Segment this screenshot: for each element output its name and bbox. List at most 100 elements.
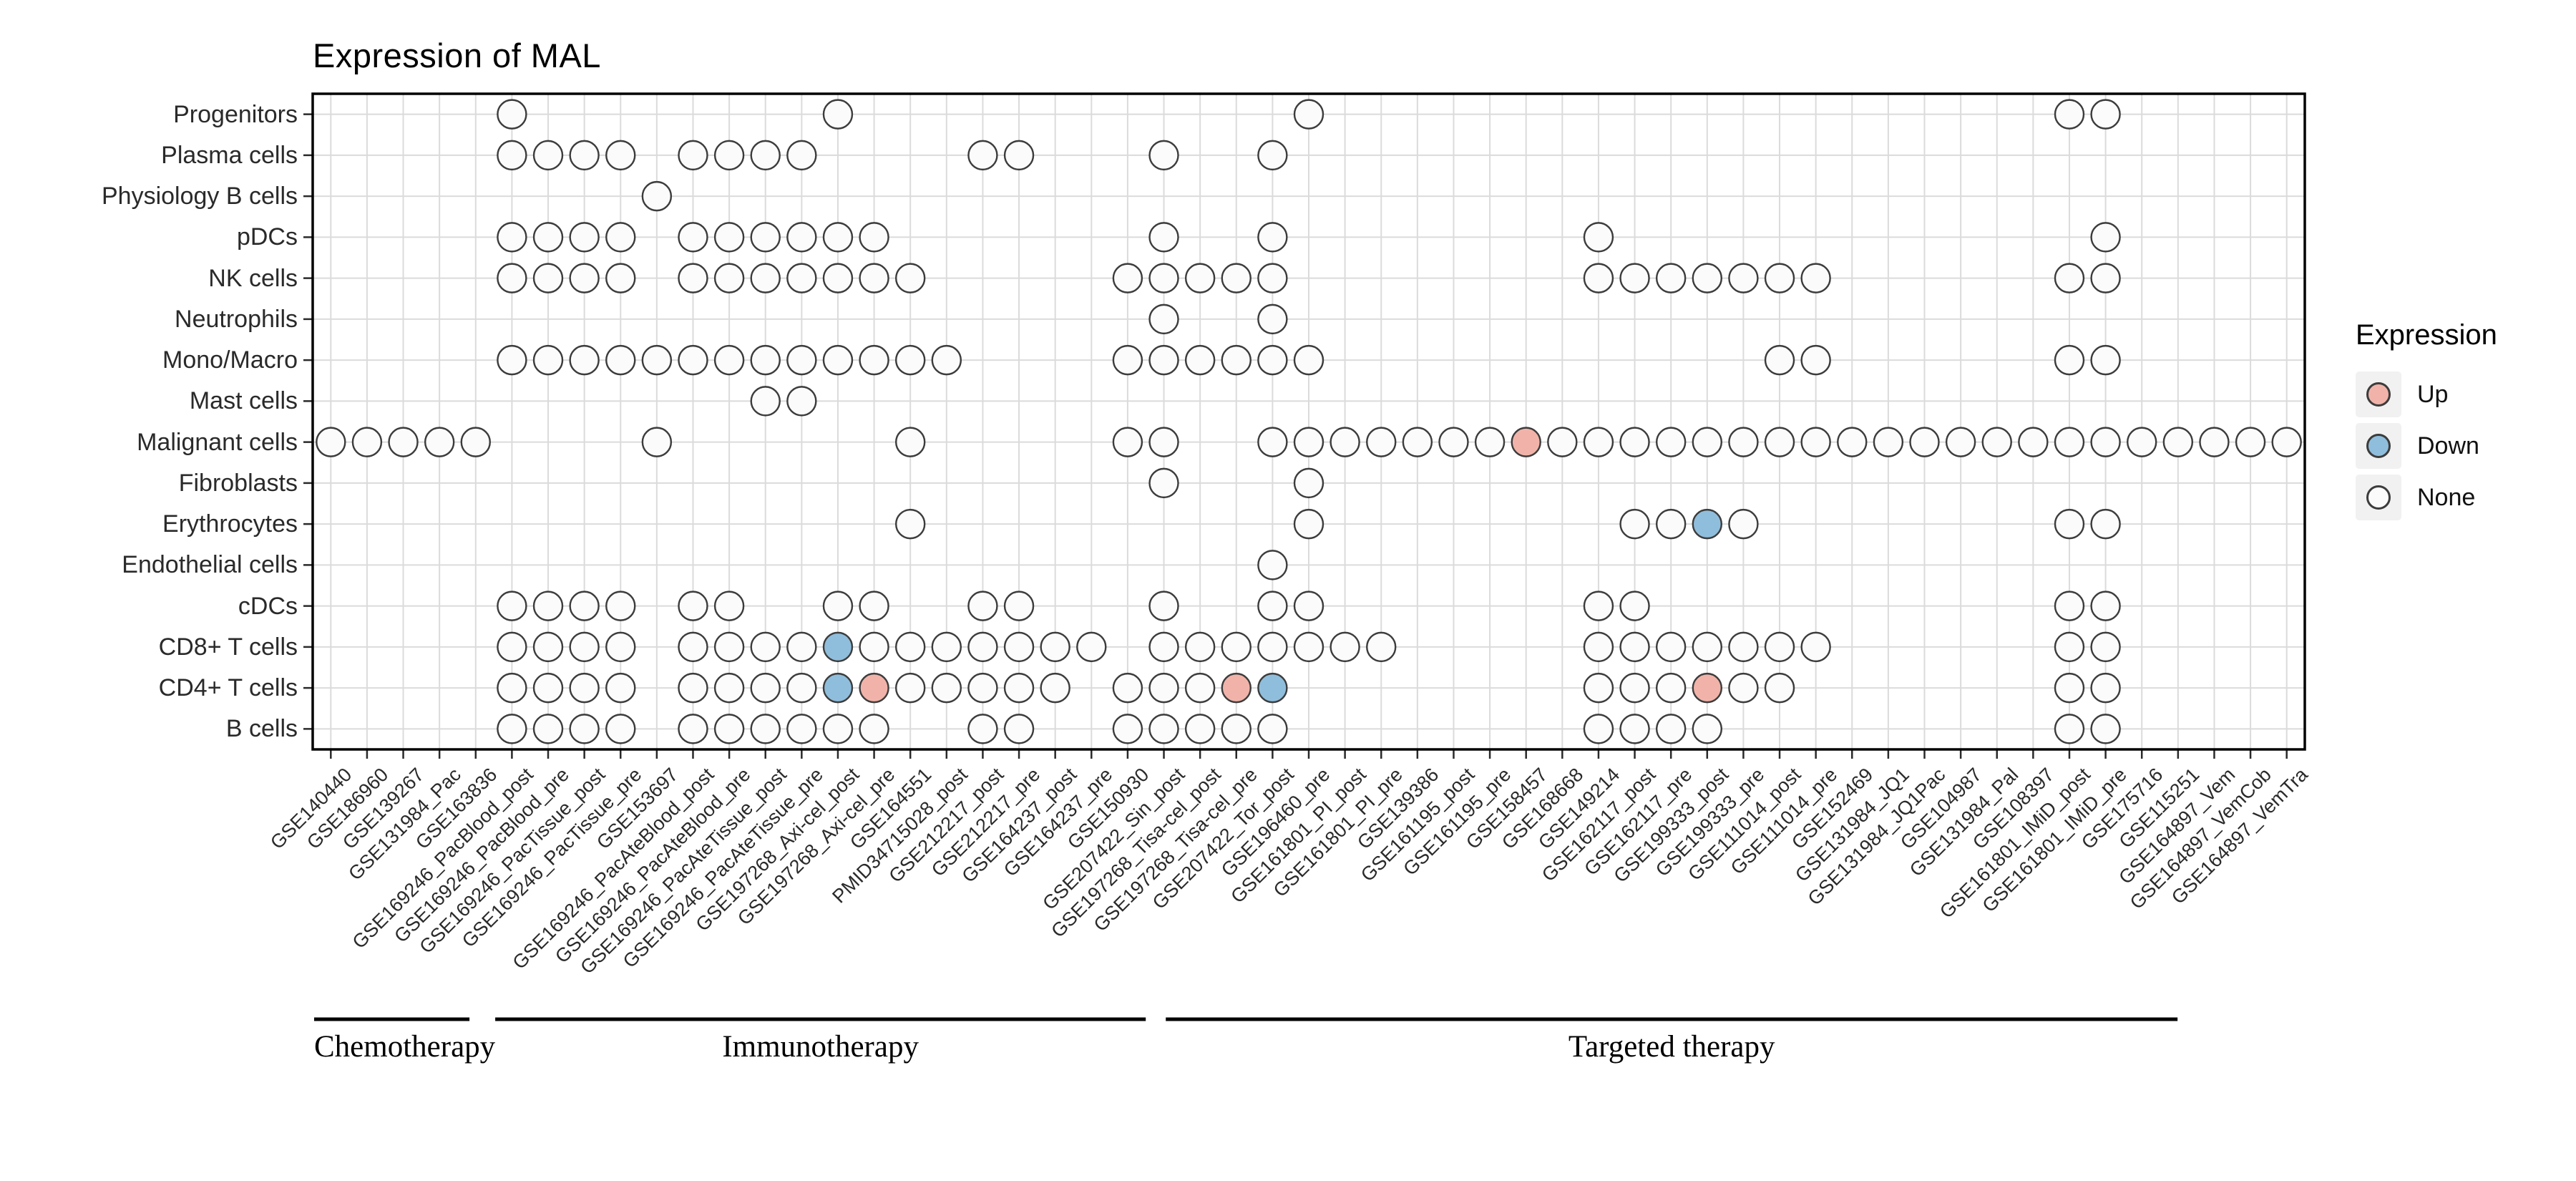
expression-dot-none [1112,714,1143,744]
expression-dot-none [1148,303,1179,335]
expression-dot-none [2090,344,2121,376]
group-label: Chemotherapy [314,1030,496,1064]
expression-dot-none [1728,427,1759,457]
expression-dot-none [605,631,636,663]
panel-border [311,92,2306,751]
y-axis-label: Fibroblasts [178,469,298,497]
expression-dot-none [1184,344,1216,376]
expression-dot-none [2271,427,2302,457]
expression-dot-none [2090,508,2121,540]
expression-dot-none [967,590,998,621]
expression-dot-none [497,631,527,663]
expression-dot-none [750,344,781,376]
expression-dot-none [569,140,600,171]
expression-dot-none [822,99,854,130]
expression-dot-none [532,140,564,171]
expression-dot-none [2127,427,2157,457]
expression-dot-none [1148,672,1179,704]
expression-dot-none [750,222,781,253]
expression-dot-none [569,344,600,376]
expression-dot-none [1148,222,1179,253]
expression-dot-none [1728,508,1759,540]
expression-dot-none [786,714,817,744]
expression-dot-none [2090,714,2121,744]
expression-dot-none [822,344,854,376]
expression-dot-none [1655,427,1687,457]
expression-dot-none [460,427,491,457]
expression-dot-none [894,427,926,457]
expression-dot-down [822,631,854,663]
expression-dot-none [1040,631,1070,663]
expression-dot-none [931,344,962,376]
expression-dot-none [424,427,455,457]
expression-dot-none [859,263,889,293]
expression-dot-none [316,427,346,457]
expression-dot-none [931,631,962,663]
expression-dot-none [1221,263,1252,293]
expression-dot-up [1221,672,1252,704]
expression-dot-none [1438,427,1469,457]
expression-dot-none [1366,631,1397,663]
expression-dot-none [605,263,636,293]
expression-dot-none [532,714,564,744]
expression-dot-none [894,263,926,293]
expression-dot-none [1148,263,1179,293]
expression-dot-none [1619,631,1650,663]
expression-dot-none [859,714,889,744]
expression-dot-none [1112,263,1143,293]
expression-dot-none [569,714,600,744]
expression-dot-none [1945,427,1976,457]
expression-dot-down [1257,672,1288,704]
expression-dot-none [1184,672,1216,704]
expression-dot-none [894,508,926,540]
expression-dot-up [1692,672,1723,704]
y-axis-label: Mono/Macro [162,346,298,374]
expression-dot-none [786,222,817,253]
expression-dot-none [1547,427,1578,457]
expression-dot-none [569,222,600,253]
expression-dot-none [1076,631,1107,663]
expression-dot-none [1909,427,1940,457]
expression-dot-none [2054,427,2085,457]
y-axis-label: Endothelial cells [122,551,298,579]
expression-dot-none [1474,427,1506,457]
expression-dot-none [569,590,600,621]
expression-dot-none [1148,467,1179,499]
expression-dot-none [2054,344,2085,376]
expression-dot-none [1764,672,1795,704]
expression-dot-none [2054,99,2085,130]
expression-dot-none [2054,263,2085,293]
expression-dot-none [1655,672,1687,704]
expression-dot-none [2054,508,2085,540]
legend-title: Expression [2356,319,2497,351]
expression-dot-none [859,222,889,253]
expression-dot-none [967,714,998,744]
expression-dot-none [750,672,781,704]
expression-dot-none [1112,344,1143,376]
expression-dot-none [822,714,854,744]
expression-dot-none [713,672,745,704]
expression-dot-none [388,427,419,457]
expression-dot-none [894,672,926,704]
expression-dot-none [532,590,564,621]
expression-dot-none [1293,590,1324,621]
expression-dot-none [713,631,745,663]
expression-dot-none [2199,427,2230,457]
expression-dot-none [1402,427,1433,457]
expression-dot-none [1257,344,1288,376]
y-axis-label: CD4+ T cells [158,674,298,702]
expression-dot-none [1257,714,1288,744]
expression-dot-none [967,140,998,171]
expression-dot-none [569,631,600,663]
expression-dot-none [678,222,708,253]
expression-dot-none [1003,590,1035,621]
expression-dot-none [497,263,527,293]
expression-dot-none [497,714,527,744]
group-label: Immunotherapy [722,1030,919,1064]
expression-dot-none [1655,263,1687,293]
expression-dot-none [750,386,781,417]
expression-dot-none [497,140,527,171]
expression-dot-none [1003,672,1035,704]
